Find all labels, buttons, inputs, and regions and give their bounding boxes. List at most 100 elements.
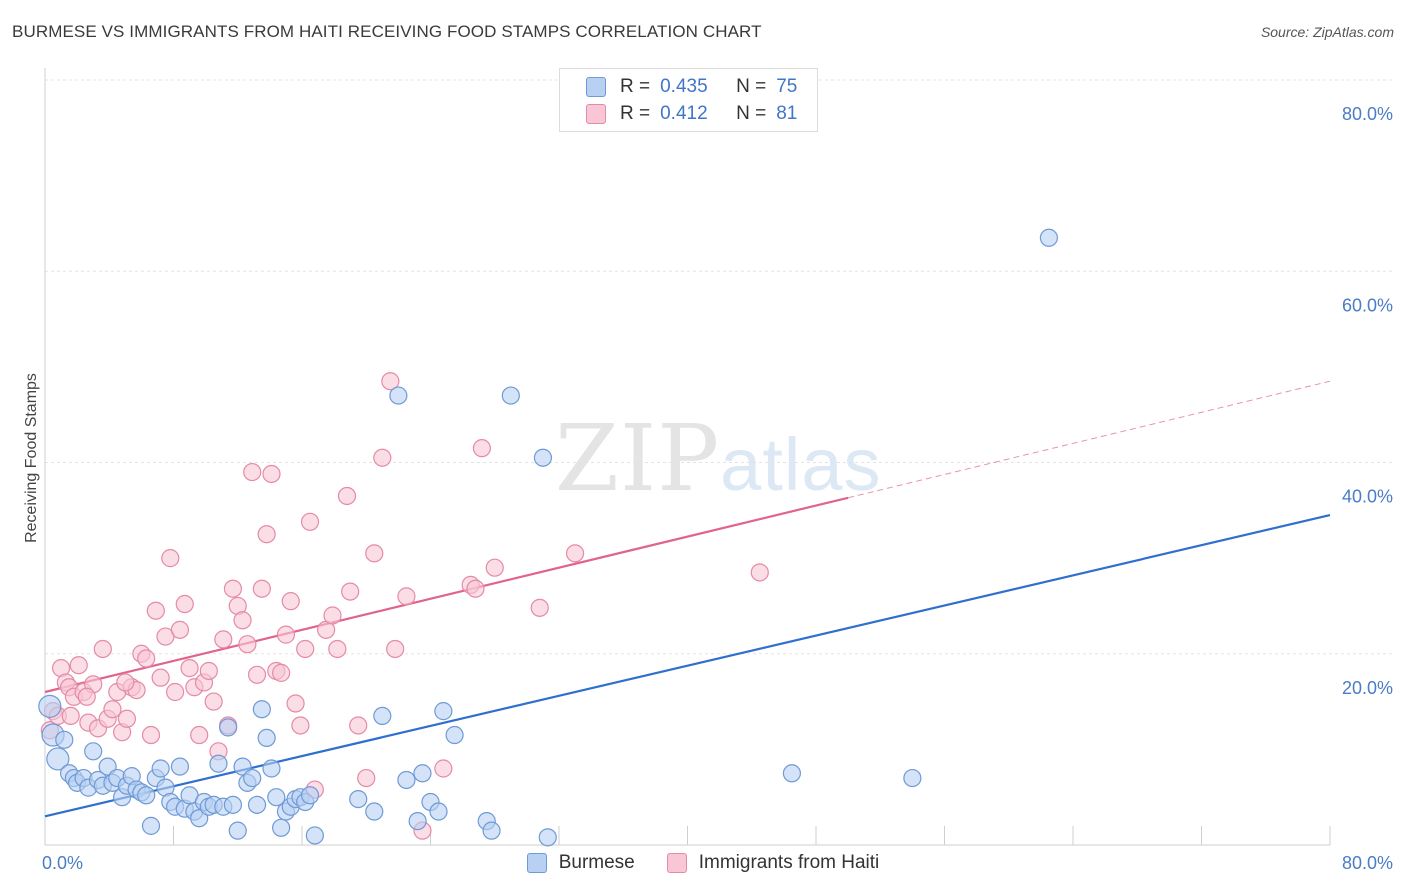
data-point-haiti — [117, 709, 137, 728]
data-point-haiti — [146, 601, 165, 620]
data-point-haiti — [341, 582, 360, 601]
legend-r-label: R = — [620, 103, 651, 124]
data-point-burmese — [397, 770, 416, 790]
data-point-haiti — [381, 372, 400, 391]
data-point-burmese — [209, 754, 228, 773]
watermark-atlas: atlas — [720, 423, 882, 506]
data-point-burmese — [267, 788, 286, 807]
data-point-burmese — [243, 768, 262, 788]
y-tick-label: 40.0% — [1342, 487, 1393, 507]
data-point-burmese — [257, 728, 276, 748]
data-point-haiti — [199, 661, 218, 681]
data-point-burmese — [151, 759, 170, 778]
series-legend-burmese: Burmese — [526, 852, 635, 874]
data-point-haiti — [214, 630, 233, 649]
trend-line-1 — [44, 496, 849, 694]
data-point-burmese — [170, 757, 190, 776]
data-point-haiti — [190, 725, 209, 745]
y-tick-label: 60.0% — [1342, 295, 1393, 315]
data-point-haiti — [77, 687, 96, 706]
data-point-burmese — [38, 694, 62, 718]
data-point-haiti — [166, 682, 185, 702]
data-point-haiti — [466, 579, 485, 598]
legend-n-label: N = — [736, 76, 767, 97]
data-point-haiti — [300, 512, 320, 531]
data-point-burmese — [1039, 228, 1059, 247]
data-point-haiti — [357, 768, 376, 788]
x-tick-label-min: 0.0% — [42, 853, 83, 873]
data-point-burmese — [349, 789, 368, 809]
y-axis-label: Receiving Food Stamps — [23, 373, 40, 543]
y-tick-label: 20.0% — [1342, 678, 1393, 698]
legend-row-haiti: R = 0.412 N = 81 — [586, 102, 797, 126]
data-point-burmese — [389, 386, 408, 405]
data-point-haiti — [137, 649, 156, 668]
data-point-burmese — [137, 786, 156, 805]
data-point-haiti — [397, 587, 416, 606]
data-point-haiti — [204, 692, 223, 711]
data-point-burmese — [408, 811, 427, 831]
data-point-burmese — [46, 747, 70, 771]
data-point-haiti — [170, 620, 190, 639]
legend-n-label: N = — [736, 103, 767, 124]
data-point-haiti — [276, 625, 296, 644]
correlation-legend: R = 0.435 N = 75 R = 0.412 N = 81 — [559, 68, 818, 132]
data-point-burmese — [262, 759, 281, 778]
legend-swatch-burmese — [586, 77, 606, 97]
watermark: ZIPatlas — [555, 405, 881, 512]
data-point-haiti — [180, 658, 199, 678]
legend-n-value-haiti: 81 — [776, 103, 798, 124]
data-point-haiti — [141, 725, 161, 745]
watermark-zip: ZIP — [555, 405, 721, 512]
series-legend-haiti: Immigrants from Haiti — [666, 852, 880, 874]
data-point-haiti — [61, 706, 80, 726]
data-point-haiti — [337, 486, 357, 506]
data-point-burmese — [429, 802, 448, 821]
data-point-haiti — [151, 668, 170, 687]
data-point-haiti — [243, 462, 262, 482]
data-point-haiti — [286, 694, 305, 713]
data-point-burmese — [533, 448, 553, 467]
data-point-haiti — [386, 639, 405, 659]
data-point-haiti — [247, 665, 267, 684]
data-point-burmese — [219, 718, 238, 737]
data-point-haiti — [328, 639, 347, 659]
data-point-burmese — [228, 821, 247, 840]
data-point-haiti — [349, 716, 368, 735]
trend-lines — [44, 380, 1331, 818]
data-point-haiti — [93, 639, 112, 659]
data-point-haiti — [223, 579, 243, 598]
x-tick-label-max: 80.0% — [1342, 853, 1393, 873]
data-point-haiti — [116, 673, 135, 692]
data-point-haiti — [485, 558, 504, 577]
data-point-burmese — [223, 795, 243, 814]
axes — [44, 68, 1331, 846]
data-point-burmese — [538, 828, 557, 847]
series-swatch-burmese — [526, 853, 547, 873]
data-point-haiti — [323, 606, 342, 625]
data-point-haiti — [291, 716, 310, 735]
data-point-burmese — [55, 730, 74, 749]
data-point-haiti — [530, 598, 549, 617]
data-point-haiti — [233, 611, 252, 630]
data-point-haiti — [373, 448, 392, 467]
legend-swatch-haiti — [586, 104, 606, 124]
series-name-haiti: Immigrants from Haiti — [698, 852, 880, 873]
data-point-haiti — [365, 544, 384, 563]
data-point-haiti — [103, 700, 122, 719]
legend-r-value-burmese: 0.435 — [660, 76, 708, 97]
legend-row-burmese: R = 0.435 N = 75 — [586, 75, 797, 99]
series-legend: Burmese Immigrants from Haiti — [0, 852, 1406, 874]
data-point-burmese — [141, 816, 161, 835]
data-point-burmese — [434, 702, 453, 721]
data-point-haiti — [272, 663, 291, 682]
data-point-haiti — [252, 579, 271, 598]
legend-n-value-burmese: 75 — [776, 76, 798, 97]
trend-line-extension-1 — [848, 380, 1331, 499]
data-point-burmese — [247, 795, 267, 814]
data-point-haiti — [472, 439, 491, 458]
data-point-burmese — [272, 818, 291, 837]
series-name-burmese: Burmese — [558, 852, 635, 873]
data-point-haiti — [161, 549, 180, 568]
